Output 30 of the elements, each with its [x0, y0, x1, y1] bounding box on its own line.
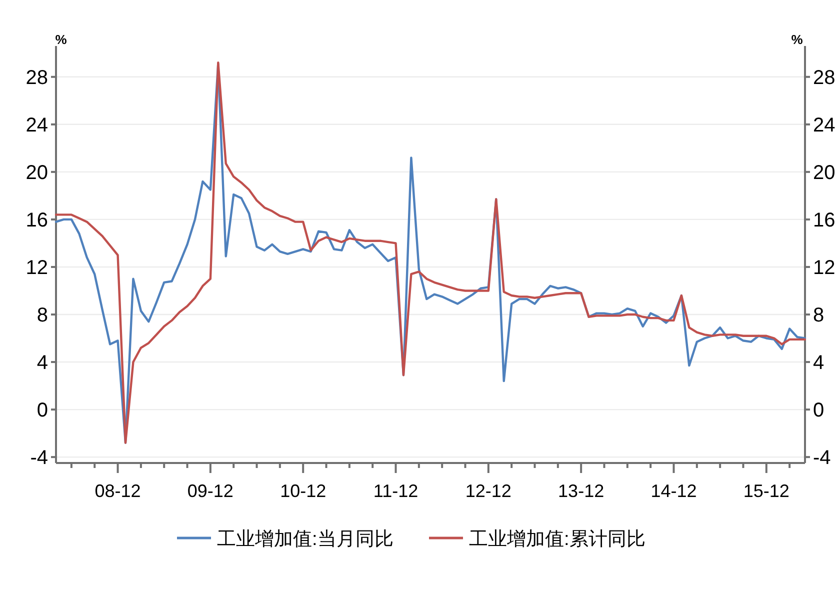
- y2-tick-label: 28: [813, 66, 836, 89]
- y-axis-title: %: [55, 32, 68, 47]
- y2-tick-label: 24: [813, 114, 836, 136]
- y-tick-label: 20: [26, 162, 48, 184]
- y-tick-label: 0: [36, 400, 48, 422]
- x-tick-label: 12-12: [465, 481, 512, 501]
- y-tick-label: 12: [26, 256, 48, 279]
- y2-tick-label: 20: [813, 162, 836, 184]
- x-tick-label: 08-12: [94, 481, 141, 501]
- y-tick-label: -4: [30, 447, 48, 470]
- y2-tick-label: 16: [813, 209, 836, 232]
- y2-tick-label: -4: [813, 447, 831, 470]
- x-tick-label: 13-12: [558, 481, 604, 501]
- x-tick-label: 14-12: [650, 481, 697, 501]
- x-tick-label: 09-12: [187, 481, 234, 501]
- legend-label: 工业增加值:累计同比: [469, 529, 646, 550]
- y-tick-label: 16: [26, 209, 48, 232]
- x-tick-label: 15-12: [743, 481, 790, 501]
- y2-tick-label: 8: [813, 304, 824, 326]
- legend-label: 工业增加值:当月同比: [217, 529, 394, 550]
- y-tick-label: 8: [36, 304, 48, 326]
- y2-tick-label: 12: [813, 256, 836, 279]
- x-tick-label: 10-12: [280, 481, 326, 501]
- y-tick-label: 28: [26, 66, 48, 89]
- x-tick-label: 11-12: [373, 481, 418, 501]
- y-tick-label: 4: [36, 352, 48, 374]
- y2-axis-title: %: [791, 32, 804, 47]
- y2-tick-label: 0: [813, 400, 824, 422]
- y-tick-label: 24: [26, 114, 48, 136]
- y2-tick-label: 4: [813, 352, 824, 374]
